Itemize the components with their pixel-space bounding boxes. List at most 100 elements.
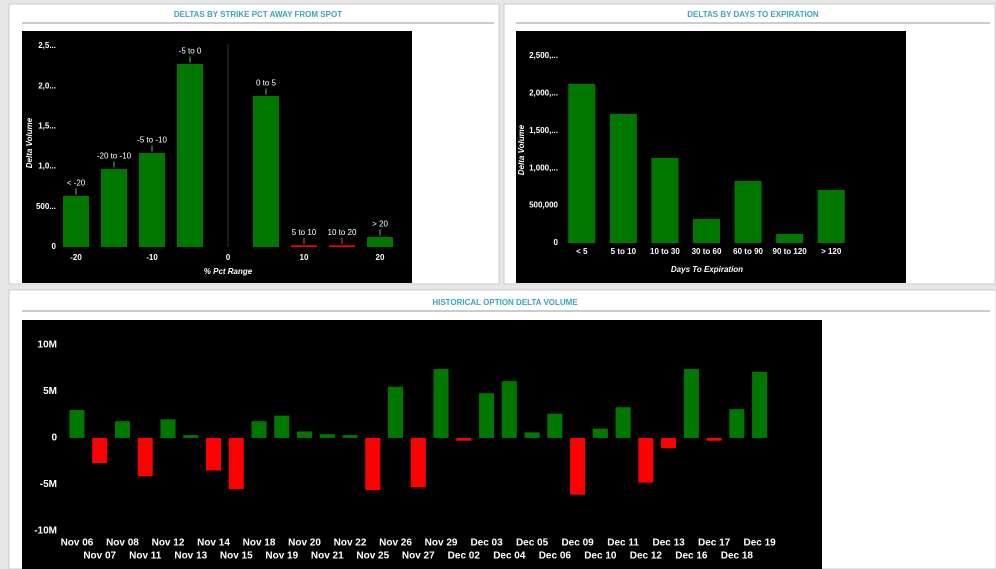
- data-label: -5 to 0: [179, 47, 202, 56]
- bar: [734, 180, 762, 243]
- bar: [63, 196, 89, 247]
- x-tick-label: -20: [70, 253, 82, 262]
- bar: [638, 437, 654, 483]
- bar: [456, 437, 472, 441]
- x-tick-label: Nov 29: [425, 538, 458, 549]
- x-tick-label: Dec 03: [470, 538, 503, 549]
- x-tick-label: Nov 22: [334, 538, 367, 549]
- x-tick-label: 20: [376, 253, 385, 262]
- bar: [661, 437, 677, 449]
- bar: [693, 218, 720, 243]
- y-tick-label: 2,0...: [38, 81, 56, 90]
- y-tick-label: 2,000,...: [529, 88, 558, 97]
- x-axis-title: Days To Expiration: [671, 265, 743, 274]
- bar: [615, 407, 631, 438]
- x-tick-label: Dec 05: [516, 538, 549, 549]
- x-tick-label: 0: [226, 253, 231, 262]
- x-tick-label: Dec 19: [743, 538, 776, 549]
- bar: [291, 245, 317, 247]
- x-tick-label: Nov 07: [83, 551, 116, 562]
- y-tick-label: 2,5...: [38, 41, 56, 50]
- bar: [706, 437, 722, 441]
- bar: [139, 153, 165, 247]
- x-tick-label: 90 to 120: [773, 247, 808, 256]
- bar: [479, 393, 495, 438]
- bar: [729, 409, 745, 438]
- x-tick-label: Dec 13: [652, 538, 685, 549]
- data-label: > 20: [372, 220, 388, 229]
- bar: [410, 437, 426, 488]
- y-tick-label: 500,000: [529, 201, 558, 210]
- x-tick-label: Dec 12: [630, 551, 663, 562]
- x-tick-label: Nov 27: [402, 551, 435, 562]
- data-label: 5 to 10: [292, 228, 317, 237]
- x-tick-label: Nov 18: [243, 538, 276, 549]
- bar: [570, 437, 586, 495]
- bar: [683, 369, 699, 438]
- bar: [274, 415, 290, 438]
- bar: [592, 428, 608, 438]
- y-tick-label: 1,500,...: [529, 126, 558, 135]
- x-tick-label: Dec 04: [493, 551, 526, 562]
- x-tick-label: Nov 20: [288, 538, 321, 549]
- bar: [568, 84, 596, 243]
- bar: [251, 421, 267, 438]
- x-tick-label: Nov 13: [174, 551, 207, 562]
- bar: [137, 437, 153, 477]
- bar: [177, 64, 203, 247]
- bar: [365, 437, 381, 491]
- bar: [101, 169, 127, 247]
- x-tick-label: Nov 21: [311, 551, 344, 562]
- x-tick-label: 30 to 60: [692, 247, 722, 256]
- x-tick-label: < 5: [576, 247, 588, 256]
- y-tick-label: 5M: [43, 386, 57, 397]
- y-axis-title: Delta Volume: [25, 117, 34, 168]
- x-tick-label: Nov 11: [129, 551, 162, 562]
- y-tick-label: 0: [554, 238, 559, 247]
- data-label: 0 to 5: [256, 79, 277, 88]
- x-tick-label: Nov 12: [152, 538, 185, 549]
- x-tick-label: Nov 08: [106, 538, 139, 549]
- panel-title: DELTAS BY STRIKE PCT AWAY FROM SPOT: [174, 10, 342, 19]
- panel-title: DELTAS BY DAYS TO EXPIRATION: [687, 10, 819, 19]
- bar: [817, 189, 845, 243]
- bar: [433, 369, 449, 438]
- x-tick-label: Nov 26: [379, 538, 412, 549]
- x-tick-label: 10 to 30: [650, 247, 680, 256]
- y-axis-title: Delta Volume: [517, 124, 526, 175]
- data-label: -5 to -10: [137, 136, 167, 145]
- panel-title: HISTORICAL OPTION DELTA VOLUME: [432, 298, 578, 307]
- y-tick-label: 1,0...: [38, 162, 56, 171]
- x-tick-label: Dec 10: [584, 551, 617, 562]
- x-tick-label: Nov 15: [220, 551, 253, 562]
- bar: [367, 237, 393, 247]
- x-axis-title: % Pct Range: [204, 267, 253, 276]
- bar: [609, 113, 637, 243]
- bar: [114, 421, 130, 438]
- bar: [183, 435, 199, 438]
- bar: [776, 234, 804, 243]
- x-tick-label: Dec 06: [539, 551, 572, 562]
- bar: [253, 96, 279, 247]
- y-tick-label: 0: [52, 242, 57, 251]
- y-tick-label: 1,000,...: [529, 163, 558, 172]
- x-tick-label: Dec 18: [721, 551, 754, 562]
- x-tick-label: > 120: [821, 247, 842, 256]
- x-tick-label: 5 to 10: [611, 247, 637, 256]
- bar: [228, 437, 244, 490]
- y-tick-label: 500...: [36, 202, 56, 211]
- y-tick-label: 0: [51, 433, 57, 444]
- y-tick-label: -5M: [40, 479, 57, 490]
- bar: [160, 419, 176, 438]
- y-tick-label: 10M: [38, 340, 57, 351]
- x-tick-label: Dec 16: [675, 551, 708, 562]
- bar: [92, 437, 108, 464]
- x-tick-label: Nov 25: [356, 551, 389, 562]
- bar: [342, 435, 358, 438]
- x-tick-label: 10: [300, 253, 309, 262]
- bar: [651, 158, 679, 243]
- x-tick-label: Dec 11: [607, 538, 639, 549]
- data-label: -20 to -10: [97, 152, 132, 161]
- bar: [206, 437, 222, 471]
